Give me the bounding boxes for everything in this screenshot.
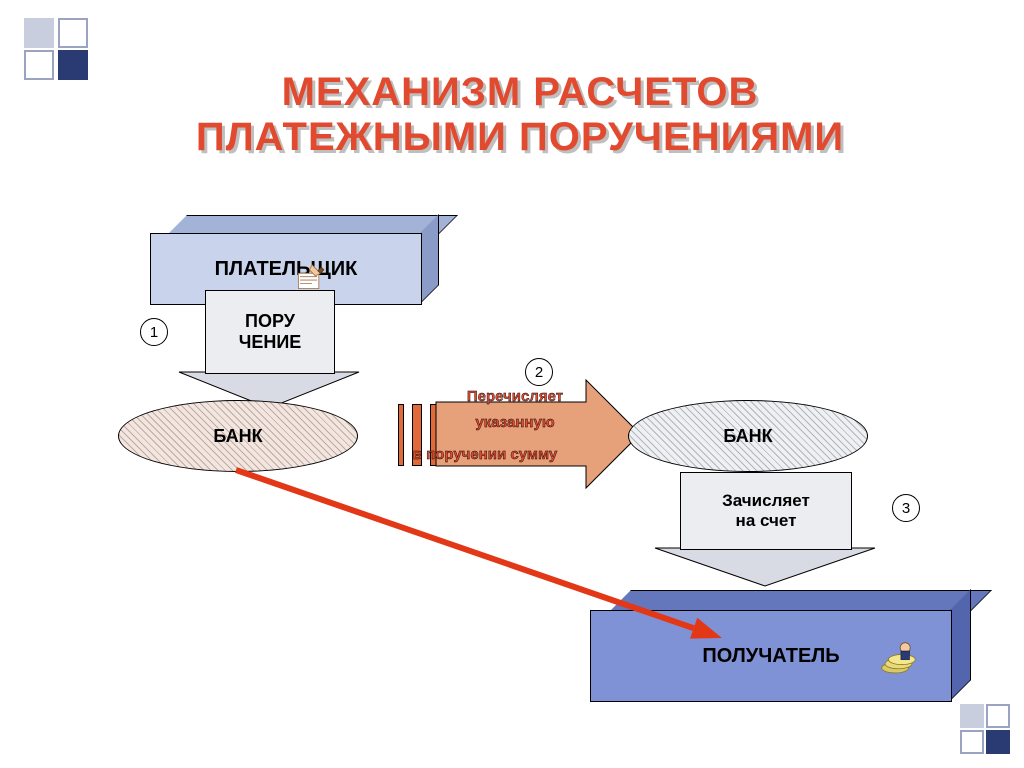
step-3-label: 3 [902,500,910,517]
step-1-label: 1 [150,324,158,341]
slide: МЕХАНИЗМ РАСЧЕТОВ ПЛАТЕЖНЫМИ ПОРУЧЕНИЯМИ… [0,0,1024,768]
direct-arrow [0,0,1024,768]
step-2: 2 [525,358,553,386]
step-2-label: 2 [535,364,543,381]
step-3: 3 [892,494,920,522]
step-1: 1 [140,318,168,346]
